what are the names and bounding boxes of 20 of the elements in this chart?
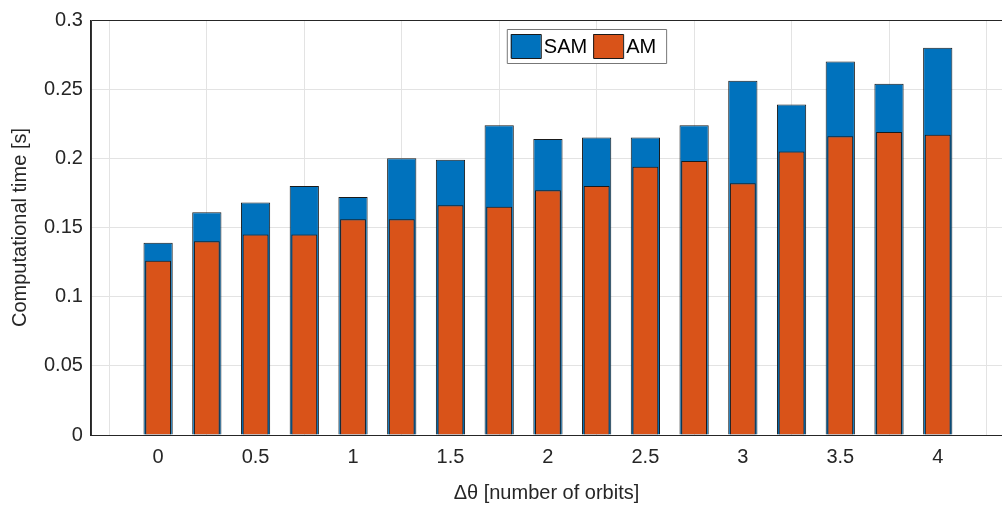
x-tick-label: 1 — [347, 444, 359, 467]
x-tick-label: 3.5 — [826, 444, 855, 467]
x-tick-label: 2.5 — [631, 444, 660, 467]
y-tick-label: 0.1 — [55, 284, 83, 307]
y-tick-label: 0.25 — [43, 76, 83, 99]
y-tick-label: 0.15 — [43, 215, 83, 238]
x-axis-title: Δθ [number of orbits] — [453, 480, 640, 503]
y-tick-label: 0.05 — [43, 353, 83, 376]
y-tick-label: 0.2 — [55, 145, 83, 168]
y-tick-label: 0 — [71, 422, 83, 445]
legend-label: SAM — [543, 34, 588, 57]
y-axis-title: Computational time [s] — [7, 128, 30, 327]
y-tick-label: 0.3 — [55, 7, 83, 30]
legend-label: AM — [626, 34, 657, 57]
x-tick-label: 4 — [932, 444, 944, 467]
x-tick-label: 0.5 — [241, 444, 270, 467]
x-tick-label: 3 — [737, 444, 749, 467]
x-tick-label: 0 — [152, 444, 164, 467]
x-tick-label: 2 — [542, 444, 554, 467]
x-tick-label: 1.5 — [436, 444, 465, 467]
